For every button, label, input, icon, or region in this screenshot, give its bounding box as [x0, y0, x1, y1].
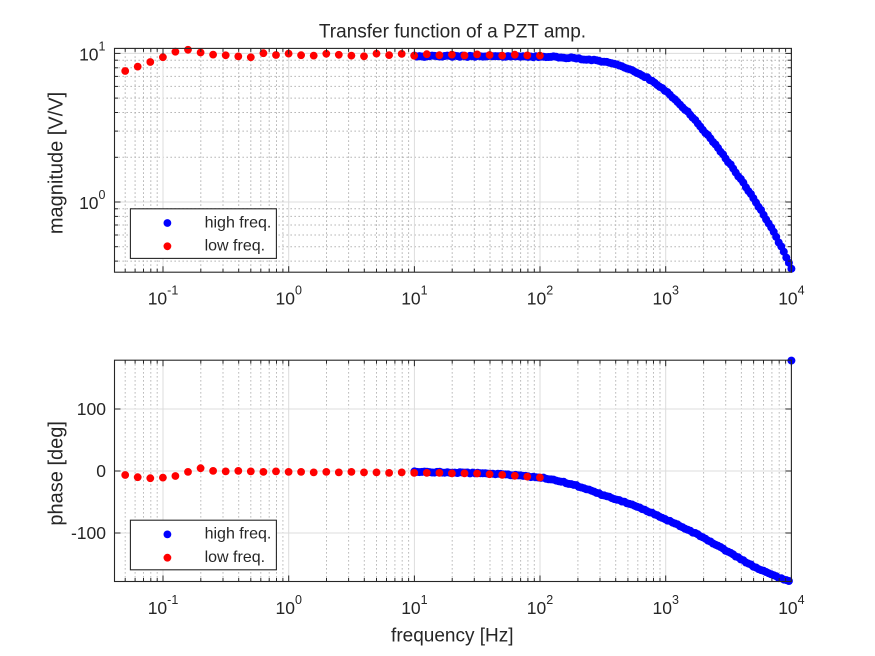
svg-text:-100: -100 — [71, 523, 106, 543]
svg-text:101: 101 — [79, 39, 105, 64]
svg-text:Transfer function of a PZT amp: Transfer function of a PZT amp. — [319, 21, 586, 42]
svg-text:100: 100 — [79, 188, 105, 213]
svg-text:101: 101 — [401, 284, 427, 309]
svg-text:magnitude [V/V]: magnitude [V/V] — [46, 92, 68, 234]
svg-text:phase [deg]: phase [deg] — [46, 421, 68, 526]
svg-text:100: 100 — [77, 399, 106, 419]
svg-text:10-1: 10-1 — [148, 593, 179, 618]
svg-text:high freq.: high freq. — [205, 526, 272, 543]
svg-text:frequency [Hz]: frequency [Hz] — [391, 626, 514, 647]
svg-text:high freq.: high freq. — [205, 214, 272, 231]
svg-text:0: 0 — [96, 461, 106, 481]
svg-text:low freq.: low freq. — [205, 549, 265, 566]
svg-text:low freq.: low freq. — [205, 238, 265, 255]
